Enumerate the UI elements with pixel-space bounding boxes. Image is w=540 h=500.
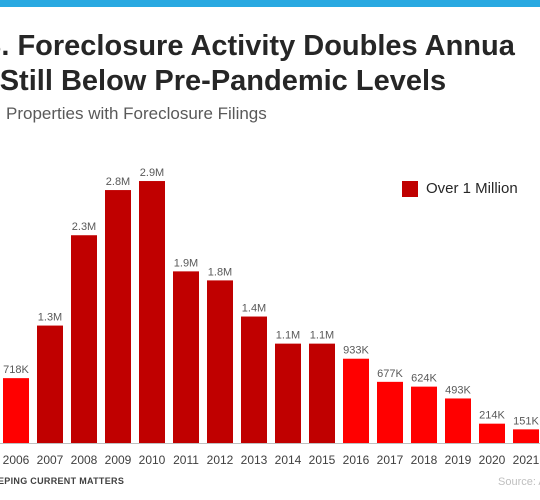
bar-2020 [479,423,505,443]
x-tick-label-2019: 2019 [445,453,472,467]
top-accent-stripe [0,0,540,7]
legend-label: Over 1 Million [426,180,518,197]
bar-2007 [37,325,63,443]
legend-swatch [402,180,418,197]
data-label-2017: 677K [377,368,403,380]
x-tick-label-2013: 2013 [241,453,268,467]
bar-2017 [377,381,403,443]
bar-2019 [445,398,471,443]
data-label-2019: 493K [445,384,471,396]
source-note: Source: A [498,476,540,488]
bar-2013 [241,316,267,443]
x-tick-label-2012: 2012 [207,453,234,467]
data-label-2016: 933K [343,345,369,357]
chart-legend: Over 1 Million [402,180,518,197]
data-label-2020: 214K [479,410,505,422]
data-label-2013: 1.4M [242,303,266,315]
x-tick-label-2020: 2020 [479,453,506,467]
x-tick-label-2018: 2018 [411,453,438,467]
x-tick-label-2011: 2011 [173,453,199,467]
x-tick-label-2007: 2007 [37,453,64,467]
bar-2008 [71,235,97,443]
data-label-2008: 2.3M [72,221,96,233]
bar-2012 [207,280,233,443]
data-label-2007: 1.3M [38,312,62,324]
x-tick-label-2015: 2015 [309,453,336,467]
bar-2015 [309,343,335,443]
x-tick-label-2008: 2008 [71,453,98,467]
data-label-2018: 624K [411,373,437,385]
bar-2016 [343,358,369,443]
bar-2014 [275,343,301,443]
data-label-2021: 151K [513,415,539,427]
data-label-2011: 1.9M [174,257,198,269]
data-label-2009: 2.8M [106,176,130,188]
x-tick-label-2021: 2021 [513,453,540,467]
x-tick-label-2009: 2009 [105,453,132,467]
bar-2011 [173,271,199,443]
x-tick-label-2006: 2006 [3,453,30,467]
bar-2018 [411,386,437,443]
chart-title-line-1: S. Foreclosure Activity Doubles Annua [0,30,515,62]
brand-logo-text: EPING CURRENT MATTERS [0,476,125,486]
bar-2009 [105,190,131,443]
x-tick-label-2017: 2017 [377,453,404,467]
chart-title-line-2: t Still Below Pre-Pandemic Levels [0,65,447,97]
bar-2006 [3,378,29,443]
data-label-2010: 2.9M [140,167,164,179]
data-label-2015: 1.1M [310,330,334,342]
bar-2010 [139,181,165,444]
data-label-2014: 1.1M [276,330,300,342]
chart-subtitle: Properties with Foreclosure Filings [6,104,267,123]
bar-2021 [513,429,539,443]
data-label-2006: 718K [3,364,29,376]
x-tick-label-2010: 2010 [139,453,166,467]
x-tick-label-2016: 2016 [343,453,370,467]
data-label-2012: 1.8M [208,266,232,278]
x-tick-label-2014: 2014 [275,453,302,467]
